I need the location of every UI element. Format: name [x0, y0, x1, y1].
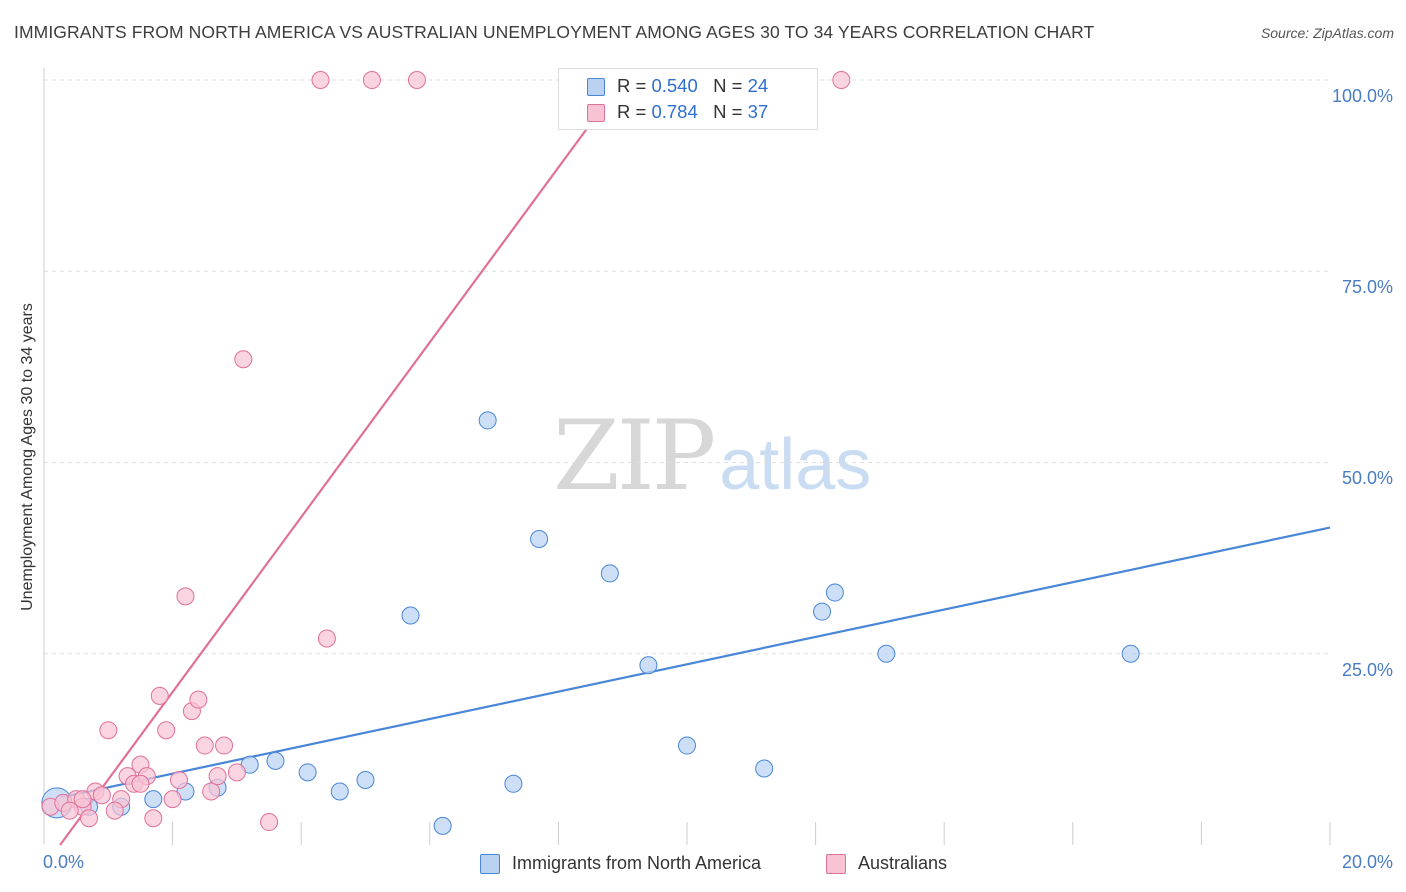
legend-swatch-australians: [587, 104, 605, 122]
data-point-australians: [215, 736, 234, 755]
bottom-legend-swatch-immigrants: [480, 854, 500, 874]
y-tick-label-25: 25.0%: [1341, 660, 1393, 680]
data-point-immigrants: [298, 763, 317, 782]
trend-line-immigrants: [59, 526, 1331, 799]
legend-n-label: N =: [713, 101, 743, 122]
data-point-australians: [407, 71, 426, 89]
data-point-immigrants: [877, 644, 896, 663]
data-point-australians: [832, 71, 851, 89]
data-point-australians: [80, 809, 99, 828]
data-point-immigrants: [813, 602, 832, 621]
data-point-australians: [99, 721, 118, 740]
watermark-atlas: atlas: [719, 425, 872, 505]
y-axis-label: Unemployment Among Ages 30 to 34 years: [19, 303, 36, 611]
data-point-immigrants: [356, 770, 375, 789]
data-point-immigrants: [530, 530, 549, 548]
trend-line-australians: [59, 79, 624, 846]
legend-r-label: R =: [617, 101, 647, 122]
data-point-australians: [234, 350, 253, 369]
data-point-australians: [176, 587, 195, 606]
data-point-australians: [92, 786, 111, 805]
data-point-immigrants: [825, 583, 844, 602]
watermark-zip: ZIP: [553, 400, 716, 512]
data-point-australians: [163, 790, 182, 809]
data-point-australians: [170, 770, 189, 789]
data-point-immigrants: [1121, 644, 1140, 663]
y-tick-label-100: 100.0%: [1331, 86, 1393, 106]
bottom-legend-label-immigrants: Immigrants from North America: [512, 853, 762, 873]
source-credit: Source: ZipAtlas.com: [1260, 25, 1394, 41]
legend-swatch-immigrants: [587, 78, 605, 96]
stats-legend: R = 0.540 N = 24 R = 0.784 N = 37: [558, 68, 818, 130]
trend-lines: [59, 79, 1331, 846]
data-point-australians: [157, 721, 176, 740]
x-tick-label-min: 0.0%: [43, 852, 85, 872]
legend-n-value-australians: 37: [747, 101, 769, 122]
data-point-immigrants: [678, 736, 696, 755]
bottom-legend-label-australians: Australians: [858, 853, 948, 873]
data-point-australians: [131, 774, 150, 793]
data-point-australians: [150, 686, 169, 705]
data-point-australians: [144, 809, 163, 828]
data-point-australians: [189, 690, 208, 709]
y-tick-label-50: 50.0%: [1341, 468, 1393, 488]
data-point-australians: [227, 763, 246, 782]
legend-r-value-australians: 0.784: [651, 101, 698, 122]
data-point-immigrants: [266, 751, 285, 770]
data-point-australians: [105, 801, 124, 820]
data-point-australians: [73, 790, 92, 809]
data-point-australians: [260, 813, 279, 832]
data-point-immigrants: [600, 564, 619, 583]
data-point-australians: [202, 782, 221, 801]
data-point-australians: [317, 629, 336, 648]
data-point-immigrants: [144, 790, 163, 809]
data-point-immigrants: [433, 816, 452, 835]
data-point-immigrants: [755, 759, 774, 778]
data-point-australians: [195, 736, 214, 755]
legend-r-label: R =: [617, 75, 647, 96]
data-point-immigrants: [504, 774, 523, 793]
legend-n-value-immigrants: 24: [747, 75, 769, 96]
x-tick-label-max: 20.0%: [1341, 852, 1393, 872]
data-point-australians: [362, 71, 381, 89]
axes: [43, 68, 1331, 845]
legend-n-label: N =: [713, 75, 743, 96]
data-point-australians: [311, 71, 330, 89]
y-tick-label-75: 75.0%: [1341, 277, 1393, 297]
data-point-australians: [208, 767, 227, 786]
data-point-immigrants: [639, 656, 658, 675]
chart-title: IMMIGRANTS FROM NORTH AMERICA VS AUSTRAL…: [14, 22, 1095, 42]
legend-r-value-immigrants: 0.540: [651, 75, 698, 96]
watermark: ZIPatlas: [553, 400, 871, 512]
data-point-immigrants: [401, 606, 420, 625]
bottom-legend-swatch-australians: [826, 854, 846, 874]
data-points: [41, 71, 1140, 835]
data-point-immigrants: [330, 782, 349, 801]
data-point-immigrants: [478, 411, 497, 430]
data-point-australians: [60, 801, 79, 820]
